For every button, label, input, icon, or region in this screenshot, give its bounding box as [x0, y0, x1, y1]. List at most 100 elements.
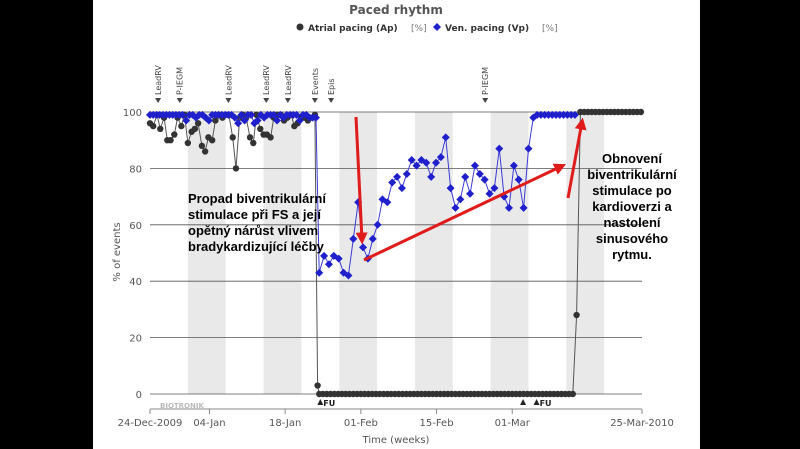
y-tick-label: 40 — [129, 277, 142, 288]
y-axis-label: % of events — [112, 222, 123, 281]
x-tick-label: 01-Mar — [495, 418, 531, 429]
ven-pacing-point — [178, 110, 187, 119]
event-label: LeadRV — [224, 65, 233, 95]
event-label: Epis — [327, 78, 336, 95]
atrial-pacing-point — [267, 134, 274, 141]
atrial-pacing-point — [157, 125, 164, 133]
event-marker — [328, 98, 335, 103]
ven-pacing-point — [182, 116, 191, 125]
ven-pacing-point — [368, 234, 377, 243]
atrial-pacing-point — [257, 125, 264, 133]
event-marker — [155, 98, 162, 103]
week-band — [187, 112, 226, 394]
event-marker — [284, 98, 291, 103]
ven-pacing-point — [570, 110, 579, 119]
ven-pacing-point — [495, 144, 504, 153]
atrial-pacing-point — [208, 137, 216, 144]
ven-pacing-point — [388, 178, 397, 187]
ven-pacing-point — [204, 116, 213, 125]
atrial-pacing-point — [171, 131, 178, 138]
atrial-pacing-point — [201, 148, 209, 155]
event-marker — [263, 98, 270, 103]
ven-pacing-point — [504, 203, 513, 212]
legend-ven-unit: [%] — [542, 24, 558, 34]
ven-pacing-point — [269, 110, 278, 119]
event-label: LeadRV — [284, 65, 293, 95]
ven-pacing-point — [397, 184, 406, 193]
annotation-left-line: stimulace při FS a její — [188, 207, 321, 222]
ven-pacing-point — [273, 116, 282, 125]
legend-ven-swatch — [433, 23, 441, 31]
ven-pacing-point — [237, 110, 246, 119]
ven-pacing-point — [427, 172, 436, 181]
ven-pacing-point — [234, 119, 243, 128]
ven-pacing-point — [524, 144, 533, 153]
atrial-pacing-point — [167, 137, 174, 144]
event-label: LeadRV — [154, 65, 163, 95]
ven-pacing-point — [407, 155, 416, 164]
ven-pacing-point — [359, 243, 368, 252]
annotation-right-line: kardioverzi a — [592, 199, 672, 214]
legend-ven-label: Ven. pacing (Vp) — [445, 24, 529, 34]
x-tick-label: 18-Jan — [269, 418, 301, 429]
legend-atrial-swatch — [296, 23, 304, 31]
ven-pacing-point — [461, 172, 470, 181]
ven-pacing-point — [470, 161, 479, 170]
ven-pacing-point — [247, 110, 256, 119]
week-band — [490, 112, 529, 394]
ven-pacing-point — [402, 170, 411, 179]
ven-pacing-point — [451, 203, 460, 212]
ven-pacing-point — [334, 254, 343, 263]
annotation-left: Propad biventrikulární stimulace při FS … — [188, 191, 388, 255]
ven-pacing-point — [456, 195, 465, 204]
annotation-arrow — [566, 117, 587, 199]
annotation-right-line: rytmu. — [612, 247, 652, 262]
annotation-right-line: stimulace po — [592, 183, 672, 198]
ven-pacing-point — [436, 153, 445, 162]
y-tick-label: 0 — [136, 390, 142, 401]
atrial-pacing-point — [194, 120, 202, 127]
atrial-pacing-point — [150, 122, 157, 130]
atrial-pacing-point — [569, 390, 576, 398]
ven-pacing-point — [373, 220, 382, 229]
ven-pacing-point — [509, 161, 518, 170]
x-tick-label: 01-Feb — [344, 418, 378, 429]
atrial-pacing-point — [314, 382, 321, 389]
annotation-left-line: opětný nárůst vlivem — [188, 223, 319, 238]
ven-pacing-point — [393, 172, 402, 181]
ven-pacing-point — [253, 116, 262, 125]
event-label: P-IEGM — [481, 67, 490, 95]
ven-pacing-point — [519, 203, 528, 212]
ven-pacing-point — [230, 113, 239, 122]
ven-pacing-point — [514, 175, 523, 184]
x-axis-label: Time (weeks) — [362, 435, 430, 446]
x-tick-label: 24-Dec-2009 — [118, 418, 183, 429]
ven-pacing-point — [295, 116, 304, 125]
event-marker — [482, 98, 489, 103]
annotation-right-line: sinusového — [595, 231, 669, 246]
y-tick-label: 60 — [129, 221, 142, 232]
week-band — [263, 112, 302, 394]
annotation-left-line: Propad biventrikulární — [188, 191, 326, 206]
event-marker — [225, 98, 232, 103]
annotation-right: Obnovení biventrikulární stimulace po ka… — [580, 151, 684, 263]
ven-pacing-point — [485, 189, 494, 198]
x-tick-label: 25-Mar-2010 — [610, 418, 674, 429]
y-tick-label: 20 — [129, 334, 142, 345]
atrial-pacing-point — [212, 117, 219, 124]
ven-pacing-point — [349, 234, 358, 243]
atrial-pacing-point — [184, 139, 192, 147]
ven-pacing-point — [422, 158, 431, 167]
y-tick-label: 80 — [129, 164, 142, 175]
legend-atrial-label: Atrial pacing (Ap) — [308, 24, 398, 34]
fu-label: FU — [540, 399, 552, 408]
event-marker — [311, 98, 318, 103]
fu-label: FU — [323, 399, 335, 408]
ven-pacing-point — [475, 170, 484, 179]
annotation-left-line: bradykardizující léčby — [188, 239, 324, 254]
ven-pacing-point — [383, 198, 392, 207]
event-marker — [176, 98, 183, 103]
ven-pacing-point — [412, 161, 421, 170]
atrial-pacing-point — [246, 134, 254, 141]
